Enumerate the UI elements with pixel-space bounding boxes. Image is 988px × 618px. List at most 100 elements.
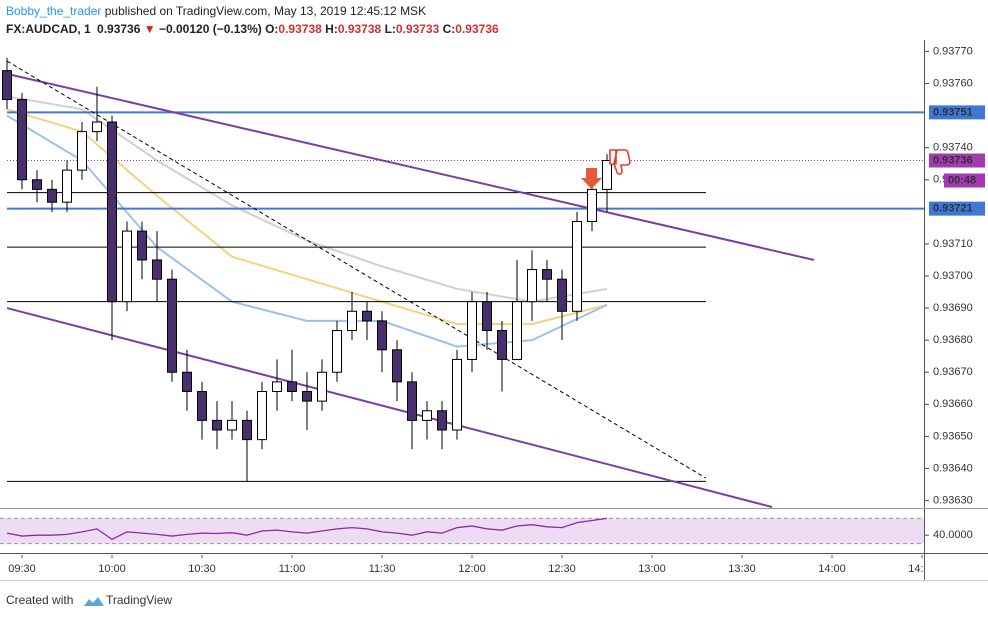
change-arrow: ▼ — [144, 22, 156, 36]
trendline — [6, 307, 773, 508]
rsi-pane — [0, 517, 924, 545]
x-tick-label: 12:00 — [458, 563, 486, 575]
x-tick-label: 14:00 — [818, 563, 846, 575]
x-tick-label: 10:30 — [188, 563, 216, 575]
candle-body — [122, 230, 132, 303]
candle-body — [422, 410, 432, 421]
candle-body — [62, 169, 72, 203]
thumbs-down — [609, 149, 631, 175]
x-tick-label: 13:30 — [728, 563, 756, 575]
candle-body — [602, 160, 612, 190]
candle-body — [197, 391, 207, 421]
price-label: 0.93751 — [933, 106, 973, 118]
publish-line: Bobby_the_trader published on TradingVie… — [6, 4, 426, 18]
candle-body — [497, 330, 507, 360]
y-tick-label: 0.93660 — [933, 398, 973, 410]
symbol: FX:AUDCAD, 1 — [6, 22, 91, 36]
x-tick-label: 11:30 — [369, 563, 396, 575]
tv-logo[interactable] — [84, 597, 104, 606]
x-tick-label: 14:30 — [908, 563, 936, 575]
y-tick-label: 0.93690 — [933, 302, 973, 314]
annotations — [581, 149, 631, 189]
close-value: 0.93736 — [455, 22, 499, 36]
candle-body — [482, 301, 492, 332]
candle-body — [17, 99, 27, 181]
candle-body — [287, 381, 297, 392]
candle-body — [392, 349, 402, 383]
candle-body — [557, 278, 567, 312]
time-axis: 09:30 10:00 10:30 11:00 11:30 12:00 12:30 13:00… — [8, 555, 936, 575]
high-value: 0.93738 — [338, 22, 382, 36]
price-label-box — [929, 201, 985, 216]
candle-body — [302, 391, 312, 402]
x-tick-label: 12:30 — [548, 563, 576, 575]
candle-body — [167, 278, 177, 373]
y-tick-label: 0.93700 — [933, 270, 973, 282]
price-label-box — [929, 105, 985, 120]
price-label-box — [929, 153, 985, 168]
candle-body — [107, 121, 117, 303]
high-key: H: — [325, 22, 338, 36]
candle-body — [77, 131, 87, 171]
price-label: 0.93736 — [933, 154, 973, 166]
published: published on TradingView.com, May 13, 20… — [105, 4, 426, 18]
footer: Created with TradingView — [6, 593, 172, 607]
candle-body — [47, 188, 57, 203]
candle-body — [542, 269, 552, 280]
y-tick-label: 0.93760 — [933, 77, 973, 89]
price-axis: 0.937700.937600.937400.937300.937100.937… — [925, 45, 985, 541]
rsi-tick-label: 40.0000 — [933, 529, 973, 541]
y-tick-label: 0.93640 — [933, 462, 973, 474]
low-key: L: — [385, 22, 396, 36]
rsi-line — [6, 517, 608, 541]
candle-body — [182, 371, 192, 392]
open-key: O: — [265, 22, 278, 36]
trendline — [6, 72, 815, 261]
candle-body — [347, 310, 357, 332]
candle-body — [407, 381, 417, 421]
low-value: 0.93733 — [396, 22, 440, 36]
open-value: 0.93738 — [278, 22, 322, 36]
close-key: C: — [443, 22, 456, 36]
last: 0.93736 — [97, 22, 141, 36]
y-tick-label: 0.93770 — [933, 45, 973, 57]
candle-body — [212, 419, 222, 431]
brand[interactable]: TradingView — [106, 593, 172, 607]
candle-body — [362, 310, 372, 322]
change: −0.00120 (−0.13%) — [159, 22, 262, 36]
candle-body — [2, 70, 12, 101]
y-tick-label: 0.93710 — [933, 238, 973, 250]
candle-body — [467, 301, 477, 360]
candle-body — [332, 330, 342, 373]
candle-body — [437, 410, 447, 431]
x-tick-label: 09:30 — [8, 563, 36, 575]
down-arrow — [581, 168, 602, 189]
candle-body — [32, 179, 42, 190]
x-tick-label: 13:00 — [638, 563, 666, 575]
y-tick-label: 0.93740 — [933, 142, 973, 154]
candle-body — [227, 419, 237, 431]
trendline — [6, 60, 707, 479]
candle-body — [377, 320, 387, 351]
rsi-band — [0, 518, 924, 544]
candle-body — [137, 230, 147, 261]
y-tick-label: 0.93630 — [933, 494, 973, 506]
candle-body — [452, 358, 462, 431]
frame — [0, 40, 988, 581]
author[interactable]: Bobby_the_trader — [6, 4, 101, 18]
candle-body — [572, 220, 582, 312]
price-label: 00:48 — [948, 174, 976, 186]
candle-body — [92, 121, 102, 133]
price-pane — [2, 57, 924, 508]
candle-body — [317, 371, 327, 402]
price-label-box — [944, 173, 985, 188]
y-tick-label: 0.93650 — [933, 430, 973, 442]
candle-body — [527, 269, 537, 303]
x-tick-label: 10:00 — [98, 563, 126, 575]
candle-body — [512, 301, 522, 360]
y-tick-label: 0.93670 — [933, 366, 973, 378]
legend: FX:AUDCAD, 1 0.93736 ▼ −0.00120 (−0.13%)… — [6, 22, 499, 36]
y-tick-label: 0.93680 — [933, 334, 973, 346]
candle-body — [272, 381, 282, 392]
